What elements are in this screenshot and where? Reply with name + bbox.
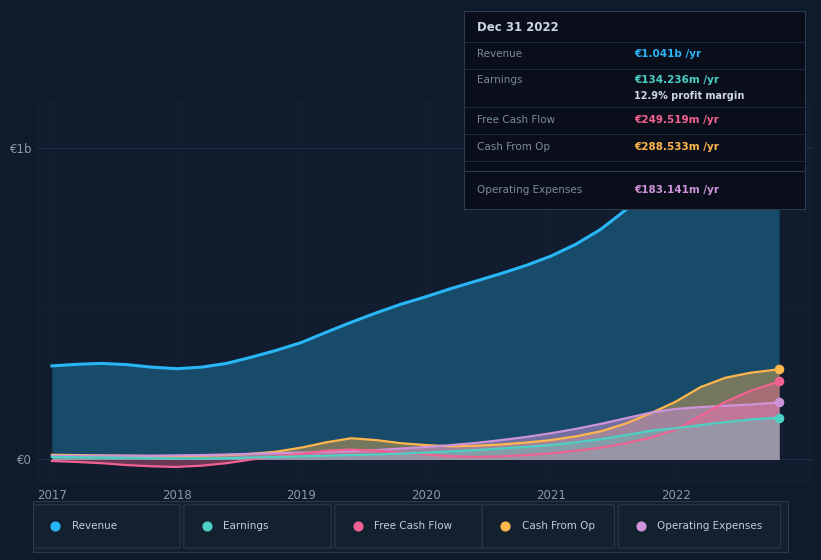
FancyBboxPatch shape <box>33 505 180 548</box>
Text: Dec 31 2022: Dec 31 2022 <box>478 21 559 34</box>
Text: Revenue: Revenue <box>478 49 523 59</box>
Point <box>773 413 786 422</box>
Point <box>200 522 213 531</box>
Text: Cash From Op: Cash From Op <box>521 521 594 531</box>
Text: Revenue: Revenue <box>72 521 117 531</box>
Point <box>635 522 648 531</box>
Point <box>49 522 62 531</box>
Text: €183.141m /yr: €183.141m /yr <box>635 185 719 195</box>
Text: Cash From Op: Cash From Op <box>478 142 551 152</box>
Text: €1.041b /yr: €1.041b /yr <box>635 49 701 59</box>
Text: €134.236m /yr: €134.236m /yr <box>635 75 719 85</box>
Text: 12.9% profit margin: 12.9% profit margin <box>635 91 745 101</box>
Point <box>773 398 786 407</box>
Text: €288.533m /yr: €288.533m /yr <box>635 142 719 152</box>
Text: Operating Expenses: Operating Expenses <box>658 521 763 531</box>
Point <box>773 365 786 374</box>
Text: Free Cash Flow: Free Cash Flow <box>478 115 556 125</box>
Point <box>351 522 365 531</box>
Text: Operating Expenses: Operating Expenses <box>478 185 583 195</box>
Text: €249.519m /yr: €249.519m /yr <box>635 115 719 125</box>
FancyBboxPatch shape <box>618 505 781 548</box>
FancyBboxPatch shape <box>482 505 614 548</box>
Point <box>773 130 786 139</box>
Point <box>773 377 786 386</box>
Text: Free Cash Flow: Free Cash Flow <box>374 521 452 531</box>
FancyBboxPatch shape <box>335 505 482 548</box>
Text: Earnings: Earnings <box>223 521 268 531</box>
Text: Earnings: Earnings <box>478 75 523 85</box>
FancyBboxPatch shape <box>184 505 331 548</box>
Point <box>498 522 511 531</box>
